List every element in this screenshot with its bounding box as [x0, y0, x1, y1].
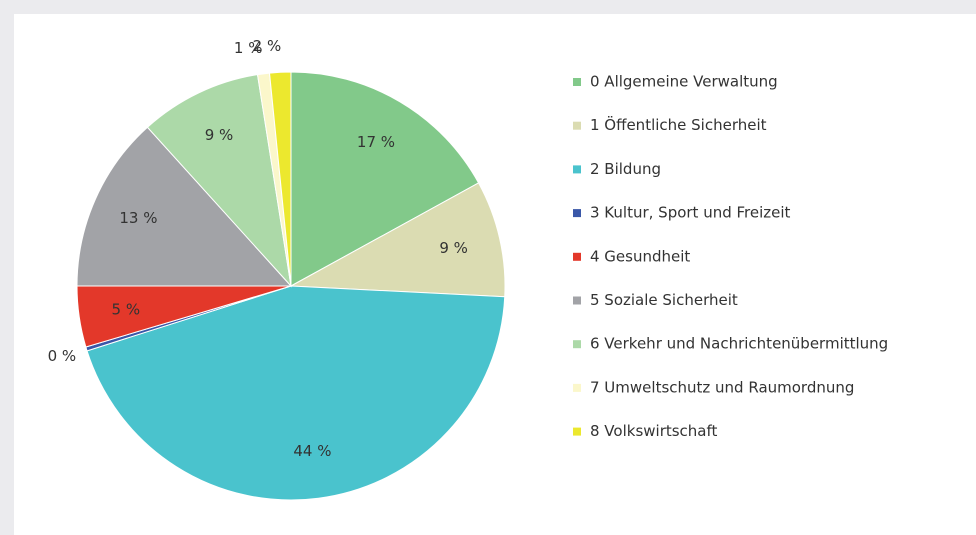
- data-label: 9 %: [439, 239, 468, 257]
- legend-swatch: [573, 383, 581, 392]
- data-label: 2 %: [253, 37, 282, 55]
- data-label: 5 %: [112, 301, 141, 319]
- pie-slice: [268, 71, 292, 287]
- legend-label: 7 Umweltschutz und Raumordnung: [590, 378, 854, 396]
- data-label: 17 %: [357, 133, 395, 151]
- legend-swatch: [573, 340, 581, 349]
- data-label: 1 %: [234, 39, 263, 57]
- pie-slice: [146, 74, 292, 288]
- legend-swatch: [573, 296, 581, 305]
- data-label: 13 %: [119, 209, 157, 227]
- legend-swatch: [573, 427, 581, 436]
- legend-label: 1 Öffentliche Sicherheit: [590, 115, 767, 134]
- pie-slice: [290, 71, 480, 287]
- legend-label: 6 Verkehr und Nachrichtenübermittlung: [590, 335, 888, 353]
- legend-label: 4 Gesundheit: [590, 247, 690, 265]
- legend-label: 5 Soziale Sicherheit: [590, 291, 738, 309]
- legend-label: 3 Kultur, Sport und Freizeit: [590, 204, 791, 222]
- data-label: 9 %: [205, 126, 234, 144]
- pie-slice: [289, 182, 506, 298]
- legend-label: 2 Bildung: [590, 160, 661, 178]
- data-label: 44 %: [293, 442, 331, 460]
- legend-swatch: [573, 165, 581, 174]
- legend-swatch: [573, 121, 581, 130]
- legend-label: 0 Allgemeine Verwaltung: [590, 73, 778, 91]
- legend-swatch: [573, 209, 581, 218]
- legend-swatch: [573, 78, 581, 86]
- legend-swatch: [573, 252, 581, 261]
- pie-slice: [86, 285, 506, 501]
- data-label: 0 %: [48, 347, 77, 365]
- pie-slice: [76, 126, 293, 287]
- legend-label: 8 Volkswirtschaft: [590, 422, 718, 440]
